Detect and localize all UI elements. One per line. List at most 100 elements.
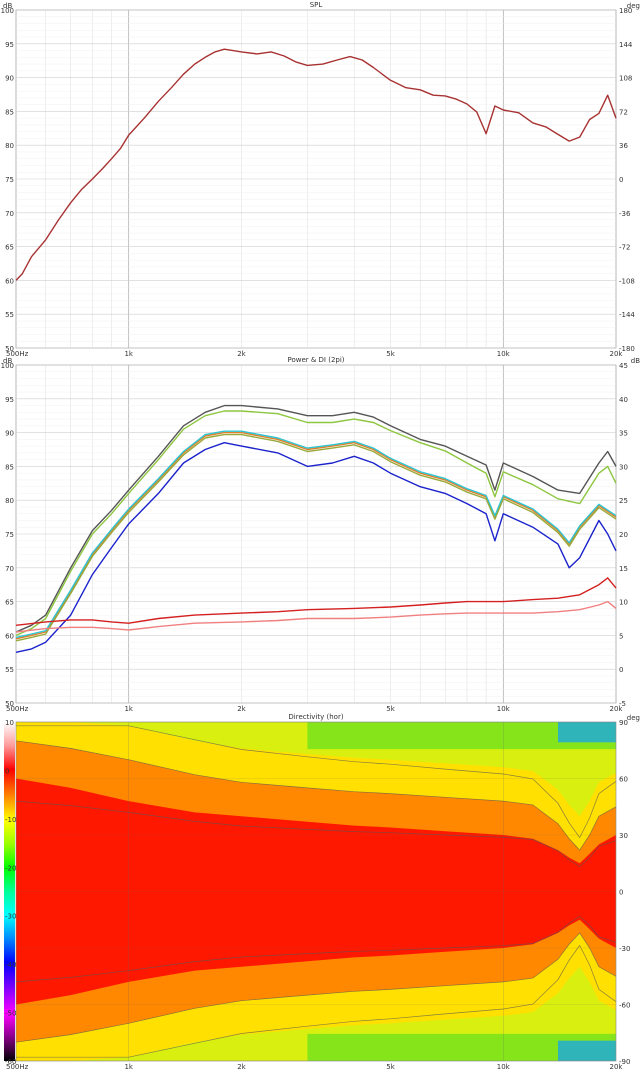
x-tick-label: 20k: [610, 1063, 624, 1071]
angle-tick-label: 30: [619, 832, 628, 840]
y2-tick-label: 144: [619, 41, 633, 49]
colorbar-tick-label: 0: [5, 767, 9, 775]
series-line-5: [15, 442, 617, 653]
y2-tick-label: 10: [619, 599, 628, 607]
y-tick-label: 100: [1, 362, 14, 370]
colorbar-tick-label: -40: [5, 961, 16, 969]
plot-frame: [15, 721, 617, 1062]
y2-tick-label: -72: [619, 244, 630, 252]
y2-tick-label: -144: [619, 311, 635, 319]
y2-tick-label: 20: [619, 531, 628, 539]
angle-tick-label: -30: [619, 945, 630, 953]
contour-line-2: [16, 725, 617, 839]
contour-line-0: [15, 915, 617, 983]
heatmap-edge-blue-bottom: [557, 1040, 616, 1061]
y-tick-label: 55: [5, 311, 14, 319]
colorbar-tick-label: -60: [5, 1058, 16, 1066]
y2-tick-label: -5: [619, 700, 626, 708]
x-tick-label: 500Hz: [6, 350, 29, 358]
contour-line-0: [15, 800, 617, 868]
series-line-0: [15, 48, 617, 281]
y2-tick-label: 35: [619, 430, 628, 438]
y2-tick-label: 40: [619, 396, 628, 404]
x-tick-label: 10k: [497, 705, 511, 713]
y-tick-label: 50: [5, 700, 14, 708]
series-line-0: [15, 404, 617, 633]
y-tick-label: 90: [5, 430, 14, 438]
x-tick-label: 1k: [124, 1063, 133, 1071]
y2-tick-label: 0: [619, 176, 623, 184]
x-tick-label: 1k: [124, 705, 133, 713]
y2-tick-label: 30: [619, 463, 628, 471]
y2-tick-label: -108: [619, 277, 635, 285]
x-tick-label: 500Hz: [6, 1063, 29, 1071]
y-tick-label: 70: [5, 565, 14, 573]
angle-tick-label: -90: [619, 1058, 630, 1066]
series-line-6: [15, 577, 617, 626]
x-tick-label: 2k: [237, 705, 246, 713]
y-tick-label: 85: [5, 108, 14, 116]
series-line-7: [15, 600, 617, 633]
y-tick-label: 75: [5, 531, 14, 539]
x-tick-label: 2k: [237, 350, 246, 358]
x-tick-label: 10k: [497, 350, 511, 358]
series-line-3: [15, 430, 617, 639]
y-tick-label: 85: [5, 463, 14, 471]
y2-tick-label: 15: [619, 565, 628, 573]
y-tick-label: 50: [5, 345, 14, 353]
chart-title: Directivity (hor): [288, 713, 343, 721]
angle-tick-label: -60: [619, 1002, 630, 1010]
power-di-chart: Power & DI (2pi)100959085807570656055504…: [1, 356, 641, 713]
y-tick-label: 100: [1, 7, 14, 15]
x-tick-label: 5k: [386, 1063, 395, 1071]
chart-title: Power & DI (2pi): [287, 356, 344, 364]
colorbar-tick-label: -20: [5, 864, 16, 872]
colorbar-tick-label: 10: [5, 719, 14, 727]
y2-tick-label: 45: [619, 362, 628, 370]
x-tick-label: 10k: [497, 1063, 511, 1071]
y-tick-label: 90: [5, 75, 14, 83]
y-tick-label: 80: [5, 497, 14, 505]
y-tick-label: 95: [5, 41, 14, 49]
heatmap-edge-blue-top: [557, 722, 616, 743]
x-tick-label: 5k: [386, 350, 395, 358]
colorbar-tick-label: -10: [5, 816, 16, 824]
x-tick-label: 2k: [237, 1063, 246, 1071]
x-tick-label: 20k: [610, 350, 624, 358]
y-tick-label: 55: [5, 666, 14, 674]
y2-unit-label: deg: [627, 714, 640, 722]
spl-chart: SPL 100 95 90 85 80 75 70 65 60 55 50 180 144 108 72 36 0…: [1, 1, 640, 358]
angle-tick-label: 0: [619, 889, 623, 897]
y-tick-label: 65: [5, 599, 14, 607]
contour-line-2: [16, 944, 617, 1058]
y2-tick-label: 0: [619, 666, 623, 674]
y2-unit-label: dB: [631, 357, 640, 365]
angle-tick-label: 90: [619, 719, 628, 727]
colorbar-tick-label: -30: [5, 913, 16, 921]
y-tick-label: 60: [5, 632, 14, 640]
y2-tick-label: 72: [619, 108, 628, 116]
directivity-heatmap: Directivity (hor) 10 0 -10 -20 -30 -40 -50 -60 90…: [4, 713, 640, 1071]
x-tick-label: 500Hz: [6, 705, 29, 713]
series-line-4: [15, 433, 617, 642]
y2-tick-label: 180: [619, 7, 632, 15]
y2-tick-label: 36: [619, 142, 628, 150]
contour-line-1: [15, 932, 617, 1043]
series-line-1: [15, 410, 617, 637]
series-line-2: [15, 431, 617, 640]
y2-tick-label: 108: [619, 75, 632, 83]
y-tick-label: 75: [5, 176, 14, 184]
colorbar-tick-label: -50: [5, 1010, 16, 1018]
y-tick-label: 80: [5, 142, 14, 150]
y2-tick-label: -36: [619, 210, 631, 218]
y-tick-label: 65: [5, 244, 14, 252]
x-tick-label: 1k: [124, 350, 133, 358]
y-tick-label: 95: [5, 396, 14, 404]
colorbar: [4, 722, 15, 1061]
y-tick-label: 70: [5, 210, 14, 218]
y-unit-label: dB: [3, 357, 12, 365]
contour-line-1: [15, 740, 617, 851]
x-tick-label: 20k: [610, 705, 624, 713]
